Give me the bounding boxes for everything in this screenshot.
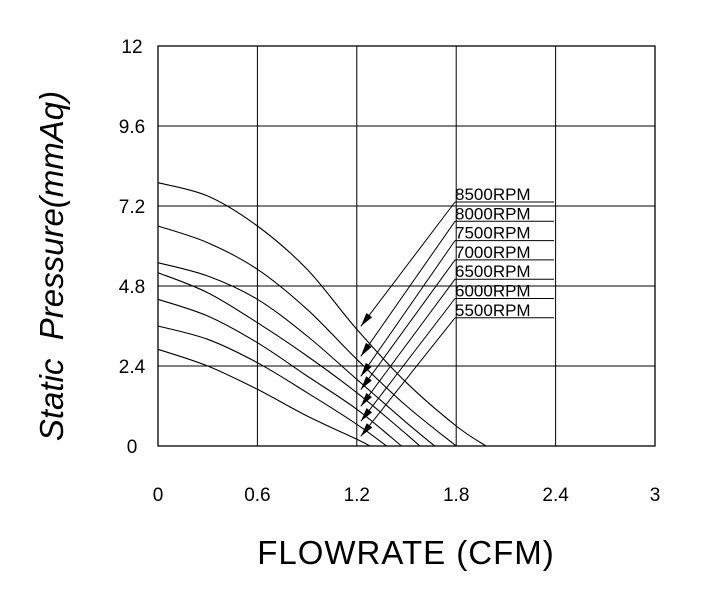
curve-8500rpm	[157, 182, 487, 447]
x-tick-label: 1.8	[443, 485, 469, 506]
series-label-6000rpm: 6000RPM	[455, 282, 531, 301]
y-tick-label: 0	[127, 437, 138, 458]
x-tick-label: 2.4	[542, 485, 569, 506]
pointer-line-8500rpm	[360, 201, 456, 327]
series-labels: 8500RPM8000RPM7500RPM7000RPM6500RPM6000R…	[455, 185, 554, 320]
pointer-line-7500rpm	[360, 240, 456, 377]
x-axis-label: FLOWRATE (CFM)	[257, 534, 555, 571]
series-label-7000rpm: 7000RPM	[455, 243, 531, 262]
curve-7500rpm	[157, 262, 436, 447]
pointer-arrowhead-8500rpm	[360, 313, 373, 327]
pointer-line-6000rpm	[360, 298, 456, 422]
x-tick-label: 3	[650, 485, 661, 506]
plot-area	[157, 45, 656, 447]
y-axis-label: Static Pressure(mmAq)	[33, 91, 70, 441]
pointer-arrowhead-8000rpm	[360, 342, 372, 357]
x-tick-label: 0	[153, 485, 164, 506]
y-tick-label: 12	[121, 37, 142, 58]
x-tick-label: 0.6	[244, 485, 270, 506]
grid-lines	[158, 46, 655, 446]
y-axis-ticks: 0 2.4 4.8 7.2 9.6 12	[119, 37, 146, 458]
series-label-7500rpm: 7500RPM	[455, 224, 531, 243]
pointer-arrowhead-7000rpm	[360, 376, 372, 390]
series-label-6500rpm: 6500RPM	[455, 262, 531, 281]
pointer-line-7000rpm	[360, 259, 456, 390]
y-tick-label: 7.2	[119, 197, 145, 218]
pointer-arrowhead-6000rpm	[360, 408, 373, 422]
curve-6000rpm	[157, 325, 387, 447]
series-curves	[157, 182, 487, 447]
series-pointers	[360, 201, 456, 437]
curve-6500rpm	[157, 298, 402, 447]
pointer-line-8000rpm	[360, 221, 456, 357]
x-axis-ticks: 0 0.6 1.2 1.8 2.4 3	[153, 485, 661, 506]
pointer-arrowhead-6500rpm	[360, 393, 372, 407]
pointer-line-6500rpm	[360, 278, 456, 407]
x-tick-label: 1.2	[344, 485, 370, 506]
curve-8000rpm	[157, 225, 457, 447]
curve-5500rpm	[157, 348, 371, 447]
series-label-8500rpm: 8500RPM	[455, 185, 531, 204]
pointer-arrowhead-7500rpm	[360, 362, 372, 377]
series-label-8000rpm: 8000RPM	[455, 204, 531, 223]
y-tick-label: 4.8	[119, 277, 145, 298]
y-tick-label: 2.4	[119, 357, 146, 378]
pointer-arrowhead-5500rpm	[360, 423, 373, 437]
curve-7000rpm	[157, 272, 421, 447]
series-label-5500rpm: 5500RPM	[455, 301, 531, 320]
pointer-line-5500rpm	[360, 317, 456, 437]
y-tick-label: 9.6	[119, 117, 145, 138]
